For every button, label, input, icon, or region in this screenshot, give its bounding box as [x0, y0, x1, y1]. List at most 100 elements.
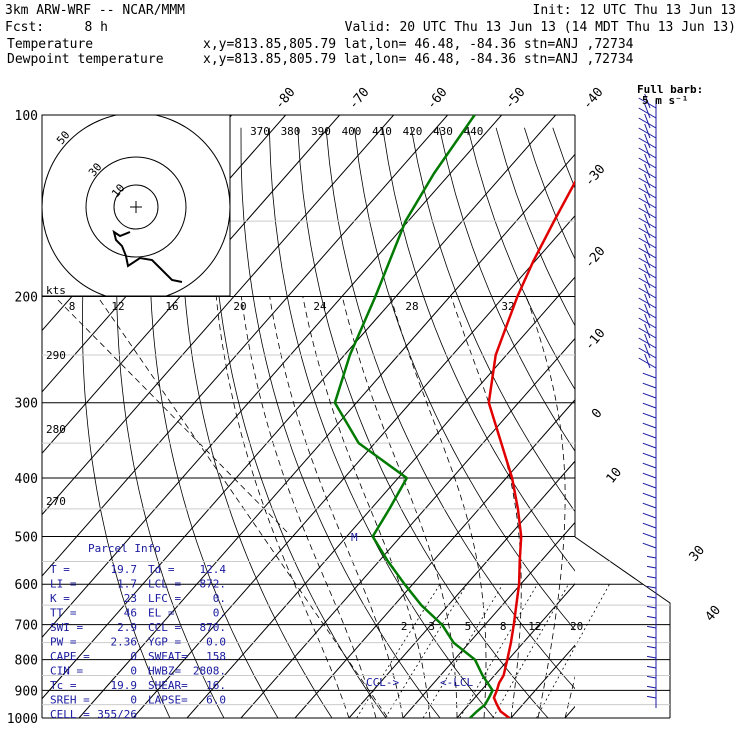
pressure-tick-label: 1000: [7, 712, 38, 727]
parcel-value: 0: [130, 650, 137, 663]
parcel-label: SWEAT=: [148, 650, 188, 663]
parcel-label: T =: [50, 563, 70, 576]
m-marker: M: [351, 531, 358, 544]
parcel-label: CAPE =: [50, 650, 90, 663]
parcel-label: Td =: [148, 563, 175, 576]
hodograph-speed-label: 28: [405, 300, 418, 313]
pressure-tick-label: 700: [15, 619, 38, 634]
ccl-marker: CCL->: [366, 676, 399, 689]
hodograph-speed-label: 12: [111, 300, 124, 313]
parcel-value: 19.7: [111, 563, 138, 576]
temperature-legend-name: Temperature: [7, 37, 93, 52]
parcel-label: LFC =: [148, 592, 181, 605]
parcel-value: 158: [206, 650, 226, 663]
pressure-tick-label: 400: [15, 472, 38, 487]
parcel-value: 355/26: [97, 708, 137, 721]
parcel-label: CIN =: [50, 665, 83, 678]
parcel-label: LCL =: [148, 578, 181, 591]
theta-e-label: 390: [311, 125, 331, 138]
isotherm-label: -70: [346, 85, 373, 113]
isotherm-label: 10: [604, 465, 626, 487]
parcel-label: EL =: [148, 607, 175, 620]
pressure-tick-label: 800: [15, 654, 38, 669]
parcel-label: SHEAR=: [148, 679, 188, 692]
parcel-value: 0.0: [206, 636, 226, 649]
mixing-ratio-label: 3: [428, 620, 435, 633]
temperature-legend-location: x,y=813.85,805.79 lat,lon= 46.48, -84.36…: [203, 37, 634, 52]
isotherm-label: -10: [582, 326, 609, 354]
parcel-info-panel: Parcel Info T = 19.7 Td = 12.4 LI = 1.7 LCL = 8…: [50, 542, 226, 721]
parcel-info-title: Parcel Info: [88, 542, 161, 555]
mixing-ratio-label: 5: [465, 620, 472, 633]
parcel-value: 2.36: [111, 636, 138, 649]
theta-e-label: 400: [342, 125, 362, 138]
parcel-value: 1.7: [117, 578, 137, 591]
parcel-value: 0.: [213, 592, 226, 605]
isotherm-label: 30: [687, 543, 709, 565]
parcel-value: 23: [124, 592, 137, 605]
dewpoint-legend-location: x,y=813.85,805.79 lat,lon= 46.48, -84.36…: [203, 52, 634, 67]
parcel-value: 2808.: [193, 665, 226, 678]
parcel-label: CCL =: [148, 621, 181, 634]
pressure-tick-label: 500: [15, 530, 38, 545]
theta-e-label: 440: [464, 125, 484, 138]
parcel-label: CELL =: [50, 708, 90, 721]
pressure-tick-label: 600: [15, 578, 38, 593]
parcel-label: LAPSE=: [148, 694, 188, 707]
isotherm-label: -30: [582, 162, 609, 190]
pressure-tick-label: 100: [15, 109, 38, 124]
parcel-value: 16.: [206, 679, 226, 692]
isotherm-label: 40: [703, 603, 725, 625]
isotherm-label: -20: [582, 244, 609, 272]
hodograph-speed-label: 20: [233, 300, 246, 313]
pressure-tick-label: 200: [15, 291, 38, 306]
parcel-value: 46: [124, 607, 137, 620]
parcel-label: YGP =: [148, 636, 181, 649]
hodograph-speed-label: 16: [165, 300, 178, 313]
init-time: Init: 12 UTC Thu 13 Jun 13: [533, 3, 737, 18]
model-title: 3km ARW-WRF -- NCAR/MMM: [5, 3, 185, 18]
parcel-label: SREH =: [50, 694, 90, 707]
parcel-value: 12.4: [200, 563, 227, 576]
forecast-hour: 8 h: [85, 20, 108, 35]
sounding-profiles: [333, 115, 575, 718]
mixing-ratio-label: 8: [500, 620, 507, 633]
parcel-label: SWI =: [50, 621, 83, 634]
dry-adiabat-label: 290: [46, 349, 66, 362]
barb-legend-line1: Full barb:: [637, 83, 703, 96]
theta-e-label: 380: [281, 125, 301, 138]
isotherm-label: -60: [424, 85, 451, 113]
theta-e-label: 430: [433, 125, 453, 138]
temperature-profile: [487, 179, 575, 718]
barb-legend-line2: 5 m s⁻¹: [642, 94, 688, 107]
parcel-label: TT =: [50, 607, 77, 620]
hodograph-speed-label: 8: [69, 300, 76, 313]
parcel-value: 0: [130, 665, 137, 678]
parcel-value: 872.: [200, 578, 227, 591]
parcel-value: 2.9: [117, 621, 137, 634]
parcel-label: Tc =: [50, 679, 77, 692]
wind-barbs: [638, 93, 657, 708]
valid-time: Valid: 20 UTC Thu 13 Jun 13 (14 MDT Thu …: [345, 20, 736, 35]
mixing-ratio-label: 12: [528, 620, 541, 633]
isotherm-label: -50: [502, 85, 529, 113]
parcel-label: K =: [50, 592, 70, 605]
dewpoint-profile: [333, 115, 494, 718]
parcel-value: 0.: [213, 607, 226, 620]
theta-e-label: 420: [403, 125, 423, 138]
mixing-ratio-label: 20: [570, 620, 583, 633]
theta-e-label: 370: [250, 125, 270, 138]
parcel-label: HWBZ=: [148, 665, 181, 678]
hodograph-speed-label: 24: [313, 300, 327, 313]
pressure-tick-label: 900: [15, 684, 38, 699]
hodograph-units: kts: [46, 284, 66, 297]
parcel-label: PW =: [50, 636, 77, 649]
pressure-tick-label: 300: [15, 397, 38, 412]
dewpoint-legend-name: Dewpoint temperature: [7, 52, 164, 67]
dry-adiabat-label: 280: [46, 423, 66, 436]
parcel-value: 19.9: [111, 679, 138, 692]
dry-adiabat-label: 270: [46, 495, 66, 508]
lcl-marker: <-LCL: [440, 676, 473, 689]
